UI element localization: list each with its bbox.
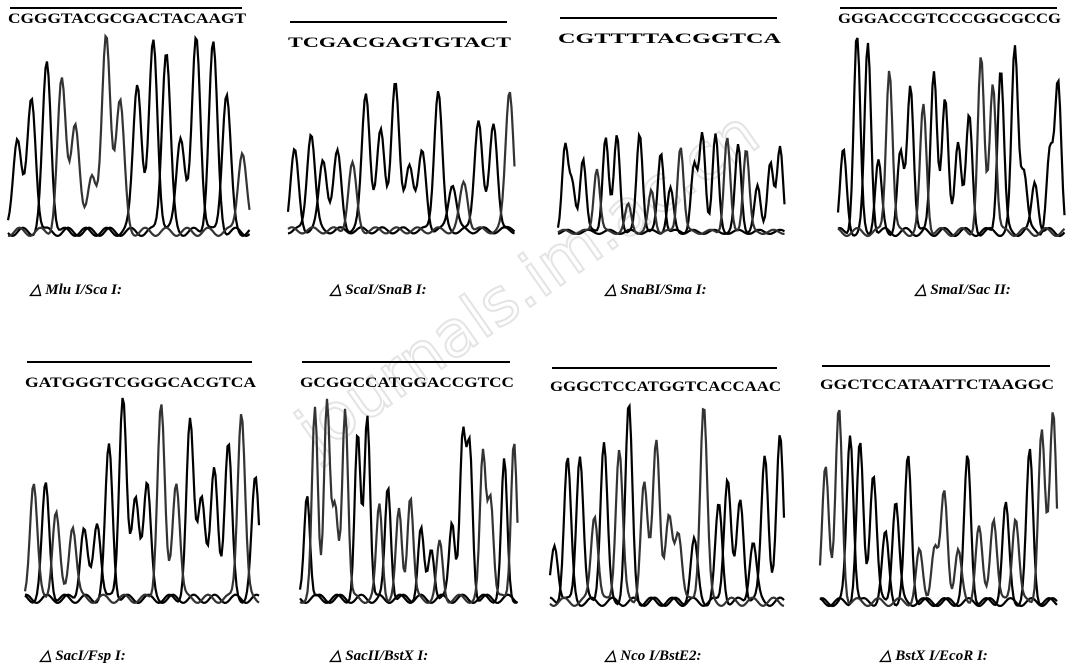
figure: journals.im.ac.cn CGGGTACGCGACTACAAGT△ M…: [0, 0, 1073, 671]
trace: [288, 84, 515, 233]
caption: △ SmaI/Sac II:: [913, 282, 1011, 298]
sequence: TCGACGAGTGTACT: [288, 35, 511, 51]
caption: △ SacII/BstX I:: [328, 648, 428, 664]
caption: △ Nco I/BstE2:: [603, 648, 702, 664]
caption: △ SacI/Fsp I:: [38, 648, 126, 664]
caption: △ ScaI/SnaB I:: [328, 282, 427, 298]
sequence: GCGGCCATGGACCGTCC: [300, 375, 514, 391]
caption: △ Mlu I/Sca I:: [28, 282, 122, 298]
caption: △ BstX I/EcoR I:: [878, 648, 988, 664]
sequence: CGGGTACGCGACTACAAGT: [8, 11, 246, 27]
page: journals.im.ac.cn CGGGTACGCGACTACAAGT△ M…: [0, 0, 1073, 671]
trace: [8, 36, 250, 236]
sequence: GATGGGTCGGGCACGTCA: [25, 375, 256, 391]
sequence: CGTTTTACGGTCA: [558, 31, 781, 47]
sequence: GGGCTCCATGGTCACCAAC: [550, 379, 781, 395]
caption: △ SnaBI/Sma I:: [603, 282, 707, 298]
sequence: GGGACCGTCCCGGCGCCG: [838, 11, 1061, 27]
sequence: GGCTCCATAATTCTAAGGC: [820, 377, 1054, 393]
trace: [25, 418, 259, 603]
